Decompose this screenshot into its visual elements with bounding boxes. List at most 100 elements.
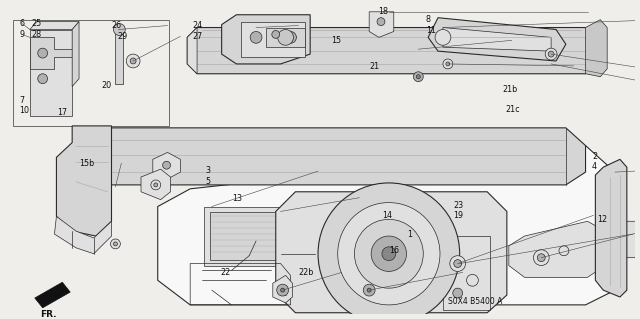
Circle shape bbox=[281, 288, 285, 292]
Polygon shape bbox=[613, 221, 640, 258]
Circle shape bbox=[163, 161, 170, 169]
Circle shape bbox=[377, 18, 385, 26]
Polygon shape bbox=[210, 212, 278, 260]
Circle shape bbox=[130, 58, 136, 64]
Circle shape bbox=[364, 284, 375, 296]
Text: 12: 12 bbox=[597, 215, 607, 224]
Text: 5: 5 bbox=[205, 177, 211, 186]
Circle shape bbox=[371, 236, 406, 271]
Polygon shape bbox=[89, 128, 586, 185]
Circle shape bbox=[545, 48, 557, 60]
Text: 8: 8 bbox=[426, 15, 431, 24]
Polygon shape bbox=[72, 22, 79, 86]
Circle shape bbox=[285, 32, 296, 43]
Text: 19: 19 bbox=[453, 211, 463, 220]
Circle shape bbox=[382, 247, 396, 261]
Text: 6: 6 bbox=[19, 19, 24, 28]
Text: 23: 23 bbox=[453, 201, 463, 210]
Text: 2: 2 bbox=[592, 152, 597, 161]
Polygon shape bbox=[153, 152, 180, 179]
Circle shape bbox=[548, 51, 554, 57]
Polygon shape bbox=[115, 29, 124, 84]
Polygon shape bbox=[241, 22, 305, 57]
Text: 25: 25 bbox=[32, 19, 42, 28]
Polygon shape bbox=[30, 37, 72, 69]
Polygon shape bbox=[359, 275, 379, 303]
Circle shape bbox=[338, 203, 440, 305]
Circle shape bbox=[450, 256, 465, 271]
Circle shape bbox=[38, 48, 47, 58]
Text: 22b: 22b bbox=[298, 269, 314, 278]
Text: S0X4 B5400 A: S0X4 B5400 A bbox=[448, 297, 502, 307]
Text: 17: 17 bbox=[57, 108, 67, 117]
Text: 14: 14 bbox=[381, 211, 392, 220]
Circle shape bbox=[318, 183, 460, 319]
Polygon shape bbox=[428, 18, 566, 61]
Circle shape bbox=[151, 180, 161, 190]
Text: 4: 4 bbox=[592, 162, 597, 171]
Circle shape bbox=[452, 288, 463, 298]
Circle shape bbox=[276, 284, 289, 296]
Circle shape bbox=[38, 74, 47, 84]
Polygon shape bbox=[188, 27, 595, 74]
Polygon shape bbox=[30, 29, 72, 116]
Circle shape bbox=[355, 219, 423, 288]
Text: 15: 15 bbox=[332, 36, 342, 45]
Circle shape bbox=[467, 274, 478, 286]
Text: FR.: FR. bbox=[40, 310, 57, 319]
Text: 20: 20 bbox=[101, 81, 111, 90]
Text: 15b: 15b bbox=[79, 159, 95, 168]
Polygon shape bbox=[54, 216, 111, 254]
Circle shape bbox=[367, 288, 371, 292]
Text: 16: 16 bbox=[389, 247, 399, 256]
Polygon shape bbox=[273, 275, 292, 303]
Circle shape bbox=[443, 59, 452, 69]
Text: 9: 9 bbox=[19, 30, 24, 39]
Polygon shape bbox=[443, 27, 551, 51]
Text: 28: 28 bbox=[32, 30, 42, 39]
Text: 10: 10 bbox=[19, 106, 29, 115]
Text: 22: 22 bbox=[221, 269, 231, 278]
Polygon shape bbox=[266, 27, 305, 47]
Text: 21: 21 bbox=[369, 62, 380, 71]
Circle shape bbox=[446, 62, 450, 66]
Polygon shape bbox=[30, 22, 79, 29]
Text: 27: 27 bbox=[193, 32, 203, 41]
Text: 29: 29 bbox=[117, 32, 127, 41]
Circle shape bbox=[417, 75, 420, 79]
Polygon shape bbox=[276, 192, 507, 313]
Text: 7: 7 bbox=[19, 96, 24, 105]
Circle shape bbox=[435, 29, 451, 45]
Polygon shape bbox=[56, 126, 111, 236]
Polygon shape bbox=[204, 206, 285, 265]
Polygon shape bbox=[586, 20, 607, 77]
Circle shape bbox=[113, 24, 125, 35]
Text: 26: 26 bbox=[111, 21, 121, 30]
Circle shape bbox=[278, 29, 294, 45]
Circle shape bbox=[413, 72, 423, 82]
Circle shape bbox=[111, 239, 120, 249]
Circle shape bbox=[154, 183, 157, 187]
Text: 21b: 21b bbox=[502, 85, 518, 94]
Text: 11: 11 bbox=[426, 26, 436, 35]
Polygon shape bbox=[35, 282, 70, 308]
Circle shape bbox=[559, 246, 569, 256]
Circle shape bbox=[272, 31, 280, 38]
Circle shape bbox=[126, 54, 140, 68]
Text: 18: 18 bbox=[378, 7, 388, 16]
Polygon shape bbox=[188, 27, 197, 74]
Circle shape bbox=[454, 260, 461, 268]
Text: 1: 1 bbox=[407, 230, 412, 239]
Text: 3: 3 bbox=[205, 167, 211, 175]
Polygon shape bbox=[141, 169, 170, 200]
Polygon shape bbox=[509, 221, 605, 277]
Circle shape bbox=[538, 254, 545, 262]
Polygon shape bbox=[595, 159, 627, 297]
Circle shape bbox=[533, 250, 549, 265]
Text: 13: 13 bbox=[232, 194, 242, 203]
Polygon shape bbox=[369, 12, 394, 37]
Text: 21c: 21c bbox=[506, 105, 520, 114]
Circle shape bbox=[250, 32, 262, 43]
Text: 24: 24 bbox=[193, 21, 203, 30]
Polygon shape bbox=[221, 15, 310, 64]
